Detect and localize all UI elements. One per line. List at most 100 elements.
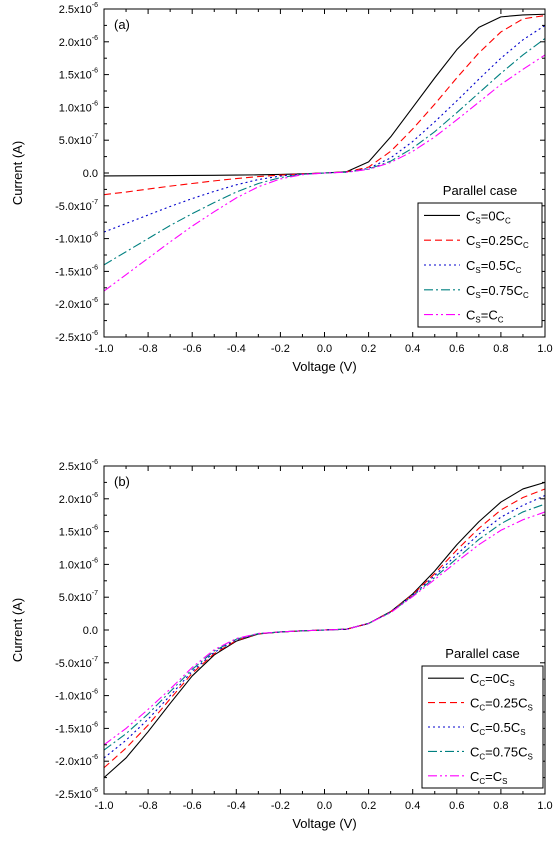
panel-0-legend-entry-3: CS=0.75CC	[466, 283, 529, 300]
chart-panel-a: -1.0 -0.8 -0.6 -0.4 -0.2 0.0 0.2 0.4 0.6 0.8 1.0 -2…	[10, 2, 553, 374]
panel-0-y-tick-mantissa: 1.0x10	[59, 102, 92, 114]
panel-0-legend-entry-sub: C	[516, 266, 522, 275]
panel-1-legend-entry-1: CC=0.25CS	[470, 696, 533, 713]
panel-0-legend-entry-text: =0.5C	[481, 258, 516, 273]
panel-1-y-tick-label: 1.5x10-6	[59, 525, 98, 539]
panel-1-y-tick-exponent: -6	[92, 787, 98, 794]
panel-0-legend-entry-text: =0.75C	[481, 283, 523, 298]
panel-0-legend-entry-0: CS=0CC	[466, 208, 511, 225]
panel-0-legend-entry-text: =C	[481, 308, 498, 323]
panel-1-legend-entry-symbol: C	[470, 769, 479, 784]
panel-1-legend-entry-sub: S	[527, 704, 532, 713]
panel-0-y-tick-label: 2.5x10-6	[59, 2, 98, 16]
panel-0-panel-label: (a)	[114, 17, 130, 32]
panel-1-y-tick-mantissa: 5.0x10	[59, 592, 92, 604]
panel-0-legend-entry-symbol: C	[466, 233, 475, 248]
panel-0-legend-entry-symbol: C	[466, 208, 475, 223]
panel-0-legend-entry-sub: S	[475, 216, 480, 225]
chart-panel-b: -1.0 -0.8 -0.6 -0.4 -0.2 0.0 0.2 0.4 0.6 0.8 1.0 -2…	[10, 459, 553, 831]
panel-1-y-tick-label: -1.0x10-6	[55, 689, 98, 703]
panel-1-legend-entry-sub: S	[527, 752, 532, 761]
panel-1-x-tick-label: -1.0	[95, 800, 114, 812]
panel-0-x-tick-label: 0.4	[405, 343, 420, 355]
panel-1-legend-entry-2: CC=0.5CS	[470, 720, 526, 737]
panel-1-x-tick-label: -0.2	[271, 800, 290, 812]
panel-1-legend-entry-sub: S	[509, 679, 514, 688]
panel-0-legend-box	[417, 202, 543, 328]
panel-0-y-tick-label: 0.0	[83, 168, 98, 180]
panel-0-series-line-1	[103, 15, 546, 196]
panel-1-y-tick-mantissa: 2.0x10	[59, 494, 92, 506]
panel-1-y-tick-label: -1.5x10-6	[55, 721, 98, 735]
panel-0-legend-entry-2: CS=0.5CC	[466, 258, 522, 275]
panel-0-x-axis-label: Voltage (V)	[292, 359, 356, 374]
panel-1-y-tick-exponent: -6	[92, 689, 98, 696]
panel-1-series-line-2	[103, 495, 546, 759]
panel-1-y-tick-label: 0.0	[83, 625, 98, 637]
panel-0-y-tick-exponent: -6	[92, 100, 98, 107]
panel-1-y-tick-exponent: -6	[92, 525, 98, 532]
panel-1-y-tick-mantissa: 1.5x10	[59, 527, 92, 539]
panel-0-y-tick-exponent: -7	[92, 133, 98, 140]
panel-0-x-tick-label: -0.6	[183, 343, 202, 355]
panel-1-legend-entry-sub: C	[479, 679, 485, 688]
panel-0-legend-entry-sub: C	[505, 216, 511, 225]
panel-0-y-tick-exponent: -6	[92, 330, 98, 337]
panel-1-y-tick-label: -5.0x10-7	[55, 656, 98, 670]
panel-0-series-line-2	[103, 24, 546, 233]
panel-1-y-tick-label: 2.0x10-6	[59, 492, 98, 506]
panel-0-y-tick-label: -1.5x10-6	[55, 264, 98, 278]
panel-1-legend-entry-symbol: C	[470, 720, 479, 735]
panel-1-y-tick-mantissa: -1.0x10	[55, 691, 92, 703]
panel-1-legend-entry-symbol: C	[470, 671, 479, 686]
panel-1-x-tick-label: -0.8	[139, 800, 158, 812]
panel-0-y-tick-exponent: -6	[92, 68, 98, 75]
panel-0-y-tick-label: -2.0x10-6	[55, 297, 98, 311]
panel-0-y-tick-mantissa: -2.0x10	[55, 299, 92, 311]
panel-1-y-tick-mantissa: -5.0x10	[55, 658, 92, 670]
panel-1-legend-entry-sub: S	[520, 728, 525, 737]
panel-0-x-tick-label: -1.0	[95, 343, 114, 355]
panel-0-legend-entry-sub: C	[523, 291, 529, 300]
panel-1-legend-entry-3: CC=0.75CS	[470, 744, 533, 761]
panel-0-legend-title: Parallel case	[443, 183, 517, 198]
panel-0-y-tick-mantissa: 0.0	[83, 168, 98, 180]
panel-0-x-tick-label: -0.2	[271, 343, 290, 355]
panel-0-y-tick-label: -5.0x10-7	[55, 199, 98, 213]
panel-1-y-tick-exponent: -7	[92, 656, 98, 663]
panel-1-x-axis-label: Voltage (V)	[292, 816, 356, 831]
panel-1-y-tick-label: -2.5x10-6	[55, 787, 98, 801]
panel-0-x-tick-label: 0.8	[493, 343, 508, 355]
panel-1-legend-entry-text: =C	[485, 769, 502, 784]
panel-1-x-tick-label: 0.4	[405, 800, 420, 812]
panel-0-legend-entry-1: CS=0.25CC	[466, 233, 529, 250]
panel-1-y-axis-label: Current (A)	[10, 598, 25, 662]
panel-1-y-tick-label: 1.0x10-6	[59, 557, 98, 571]
panel-0-series-line-4	[103, 54, 546, 292]
panel-1-legend-box	[421, 665, 544, 789]
panel-0-legend-entry-sub: C	[523, 241, 529, 250]
panel-1-legend-entry-sub: C	[479, 777, 485, 786]
panel-1-y-tick-mantissa: -1.5x10	[55, 723, 92, 735]
panel-1-y-tick-mantissa: 2.5x10	[59, 461, 92, 473]
panel-1-legend-entry-text: =0C	[485, 671, 509, 686]
panel-0-legend-entry-symbol: C	[466, 258, 475, 273]
panel-1-legend-entry-symbol: C	[470, 744, 479, 759]
panel-1-y-tick-mantissa: 1.0x10	[59, 559, 92, 571]
panel-0-legend-entry-text: =0.25C	[481, 233, 523, 248]
panel-0-y-tick-mantissa: -1.5x10	[55, 266, 92, 278]
panel-1-y-tick-label: 5.0x10-7	[59, 590, 98, 604]
panel-1-y-tick-label: 2.5x10-6	[59, 459, 98, 473]
panel-1-y-tick-exponent: -6	[92, 754, 98, 761]
panel-1-legend-entry-text: =0.5C	[485, 720, 520, 735]
panel-1-y-tick-exponent: -7	[92, 590, 98, 597]
panel-1-y-tick-exponent: -6	[92, 459, 98, 466]
panel-1-panel-label: (b)	[114, 474, 130, 489]
panel-0-y-axis-label: Current (A)	[10, 141, 25, 205]
panel-0-legend-entry-sub: S	[475, 291, 480, 300]
panel-0-x-tick-label: 1.0	[537, 343, 552, 355]
panel-0-y-tick-label: 5.0x10-7	[59, 133, 98, 147]
panel-1-y-tick-mantissa: -2.5x10	[55, 789, 92, 801]
panel-0-y-tick-label: 1.5x10-6	[59, 68, 98, 82]
